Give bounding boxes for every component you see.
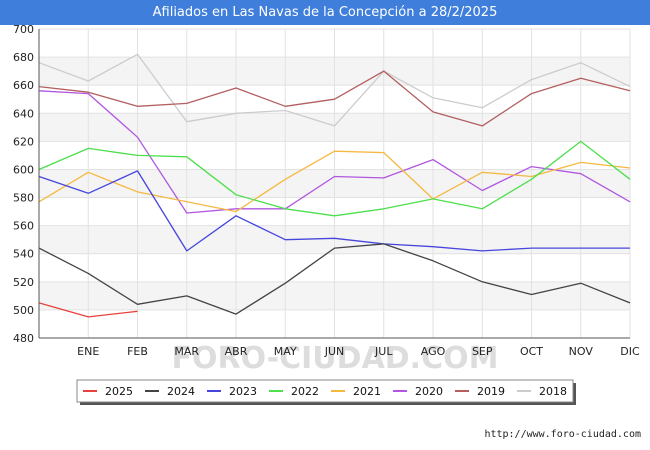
legend-label-2022: 2022 [291,385,319,398]
legend-label-2021: 2021 [353,385,381,398]
y-tick-label: 600 [13,163,34,176]
y-tick-label: 680 [13,51,34,64]
x-tick-label: ENE [77,345,99,358]
legend-label-2025: 2025 [105,385,133,398]
series-line-2020 [38,90,631,214]
x-tick-label: MAY [274,345,297,358]
series-line-2024 [38,243,631,315]
series-line-2025 [38,302,138,318]
legend-label-2024: 2024 [167,385,195,398]
y-tick-label: 500 [13,304,34,317]
legend-label-2020: 2020 [415,385,443,398]
watermark: FORO-CIUDAD.COM [172,341,499,376]
series-line-2021 [38,150,631,213]
x-tick-label: AGO [421,345,446,358]
y-tick-label: 660 [13,79,34,92]
x-tick-label: FEB [127,345,148,358]
series-layer [38,53,631,318]
y-tick-label: 520 [13,276,34,289]
legend-label-2019: 2019 [477,385,505,398]
x-tick-label: JUN [324,345,345,358]
chart-title: Afiliados en Las Navas de la Concepción … [0,0,650,25]
x-tick-label: SEP [472,345,493,358]
y-tick-label: 580 [13,192,34,205]
x-tick-label: OCT [520,345,543,358]
x-tick-label: MAR [174,345,199,358]
legend-label-2018: 2018 [539,385,567,398]
series-line-2023 [38,170,630,252]
y-tick-label: 480 [13,332,34,345]
series-line-2018 [38,53,631,127]
series-line-2022 [38,140,631,217]
legend: 2025 2024 2023 2022 2021 2020 2019 2018 [76,379,576,405]
y-tick-label: 640 [13,107,34,120]
y-tick-label: 620 [13,135,34,148]
y-tick-label: 560 [13,220,34,233]
x-tick-label: ABR [225,345,248,358]
legend-box [76,379,574,403]
series-line-2019 [38,70,631,127]
source-url[interactable]: http://www.foro-ciudad.com [484,429,641,440]
legend-label-2023: 2023 [229,385,257,398]
x-tick-label: NOV [569,345,594,358]
y-tick-label: 700 [13,23,34,36]
y-tick-label: 540 [13,248,34,261]
x-tick-label: DIC [620,345,640,358]
x-tick-label: JUL [374,345,393,358]
axis-layer: 480 500 520 540 560 580 600 620 640 660 680 700 ENE F… [13,23,640,358]
